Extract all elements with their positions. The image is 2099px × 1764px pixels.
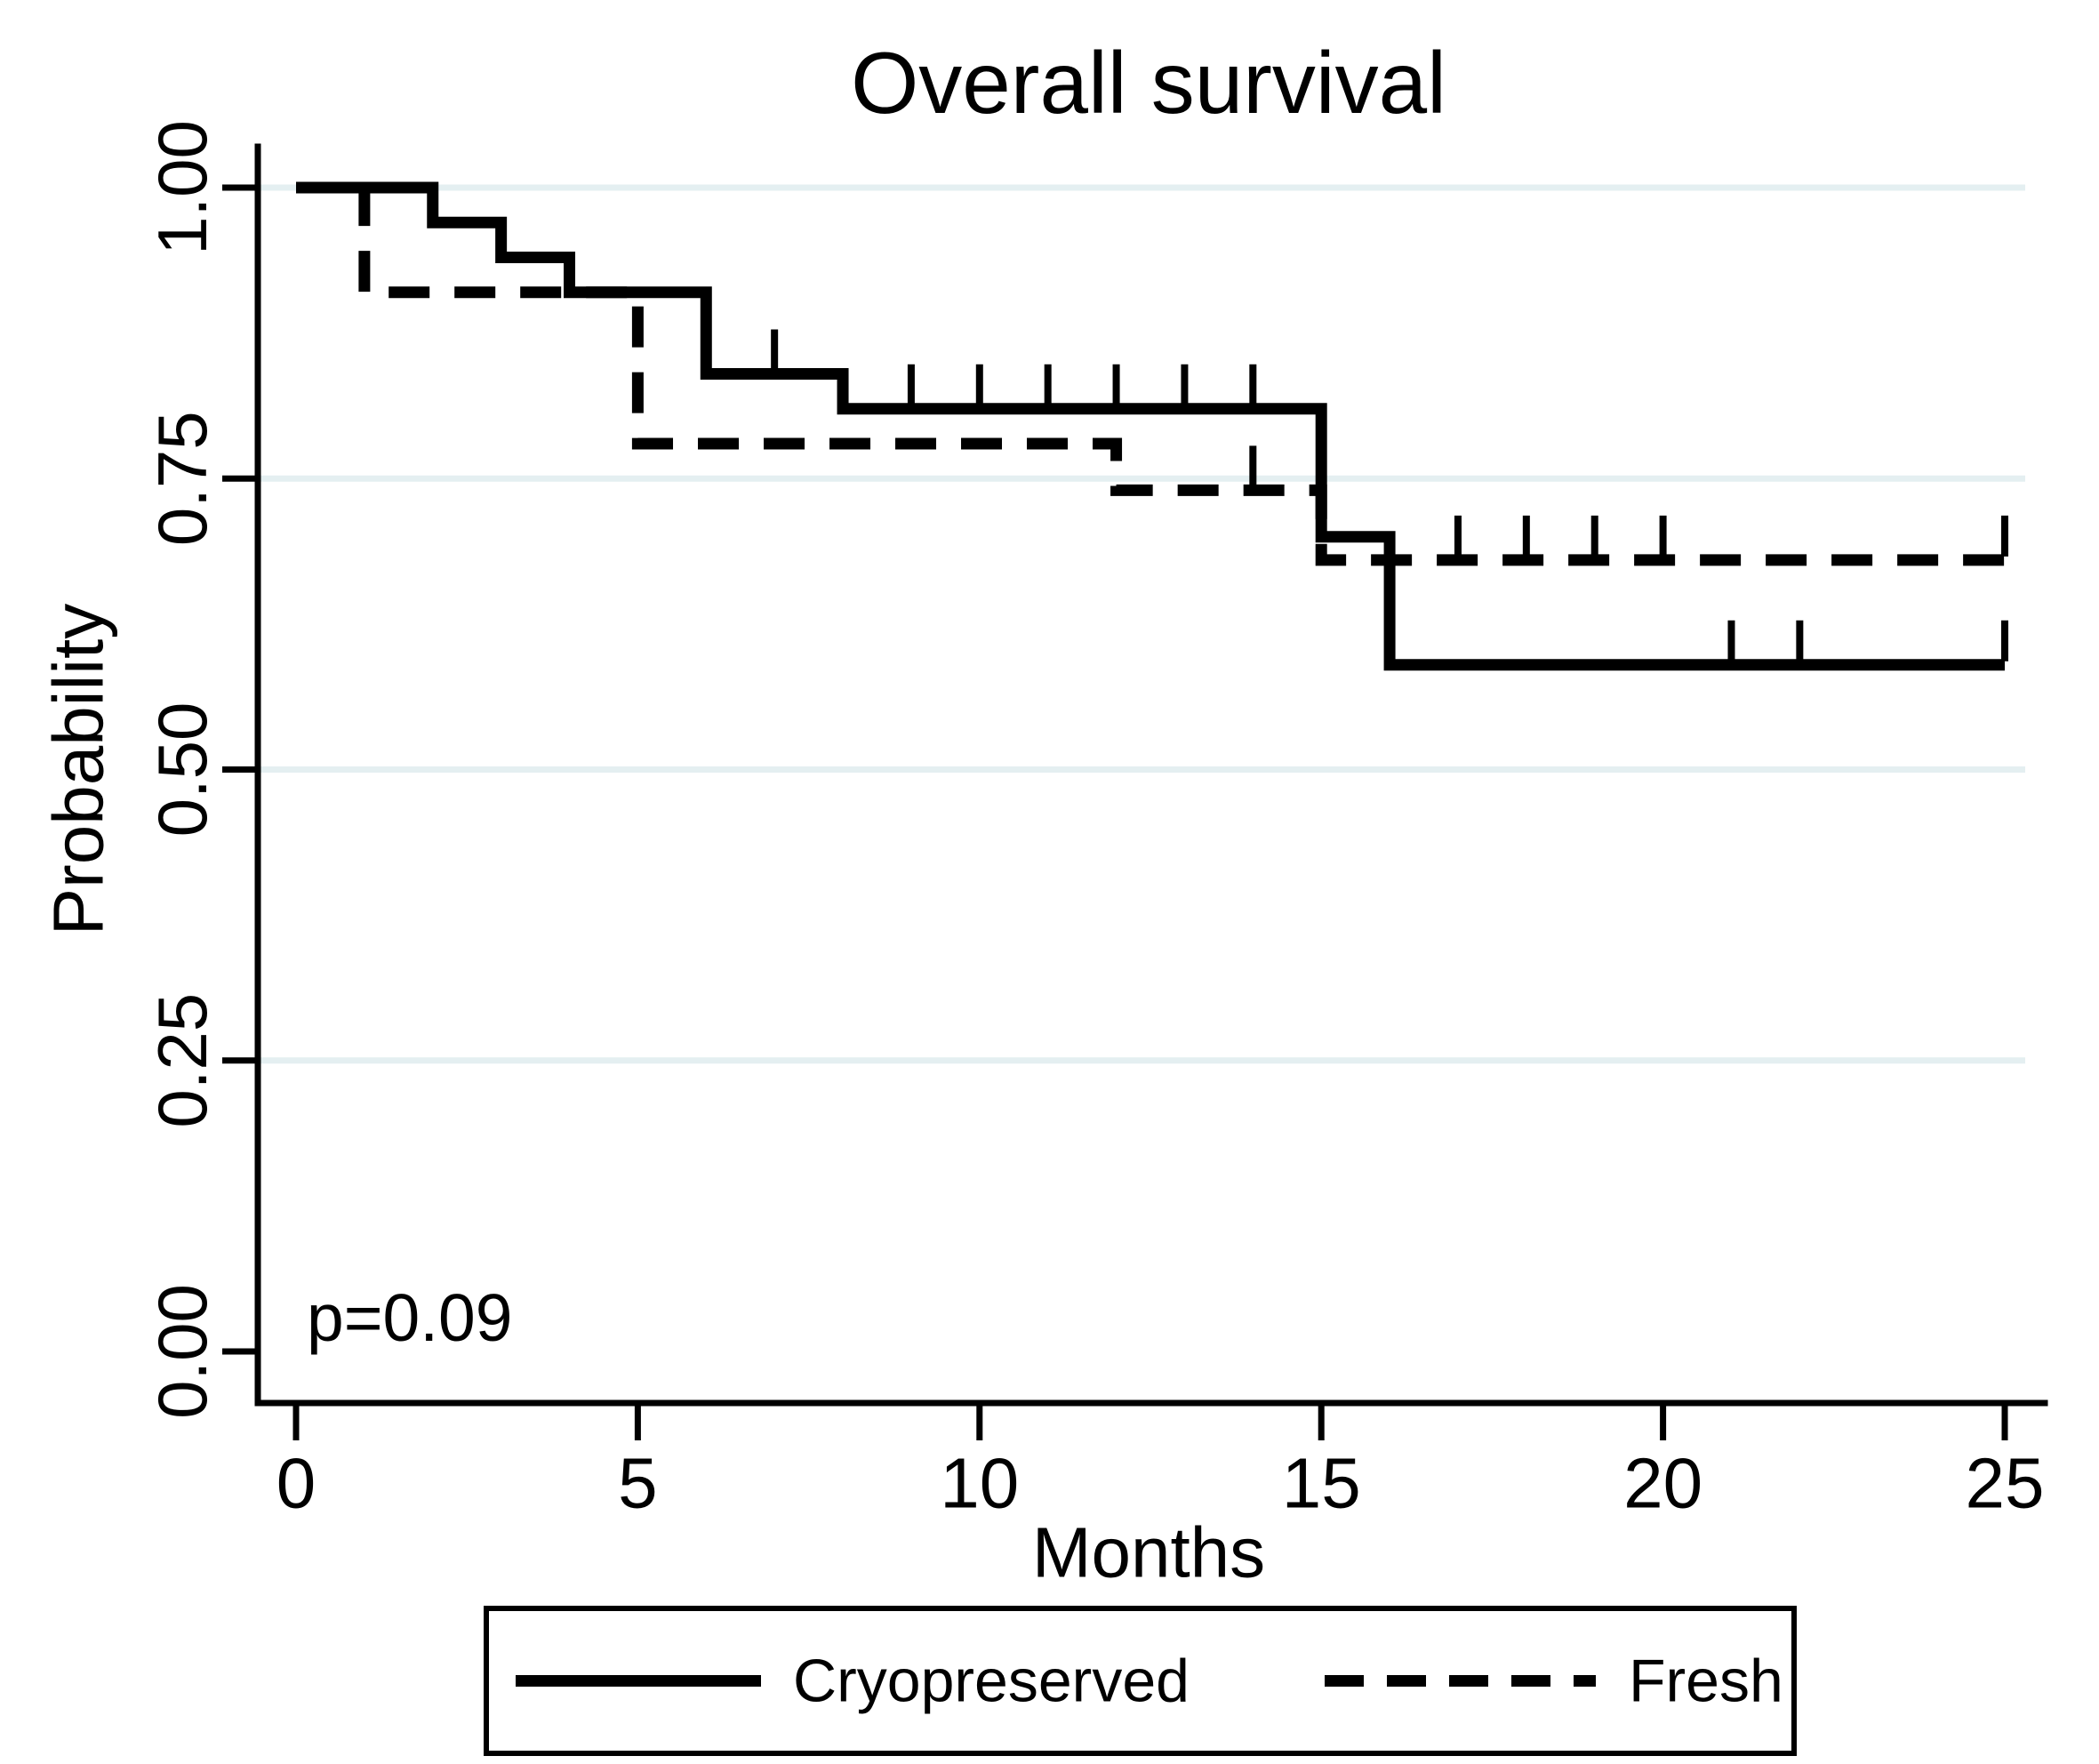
y-tick-label: 0.00 — [143, 1284, 221, 1419]
x-tick-label: 5 — [618, 1444, 658, 1523]
x-axis-title: Months — [1032, 1513, 1265, 1592]
y-tick-label: 1.00 — [143, 120, 221, 255]
y-axis-title: Probability — [39, 604, 118, 936]
legend-label-cryopreserved: Cryopreserved — [793, 1648, 1190, 1715]
y-tick-label: 0.50 — [143, 702, 221, 838]
p-value-annotation: p=0.09 — [307, 1280, 512, 1355]
x-tick-label: 25 — [1966, 1444, 2045, 1523]
x-tick-label: 20 — [1623, 1444, 1702, 1523]
y-tick-label: 0.75 — [143, 411, 221, 546]
x-tick-label: 10 — [940, 1444, 1019, 1523]
legend-label-fresh: Fresh — [1629, 1648, 1783, 1715]
y-tick-label: 0.25 — [143, 993, 221, 1128]
chart-title: Overall survival — [851, 34, 1446, 132]
x-tick-label: 0 — [276, 1444, 316, 1523]
x-tick-label: 15 — [1282, 1444, 1361, 1523]
series-cryopreserved-line — [296, 181, 2005, 671]
